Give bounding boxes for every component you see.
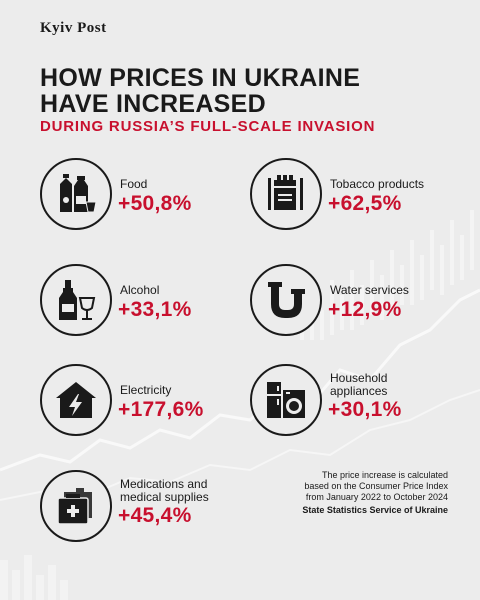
item-label: Tobacco products [330,177,425,191]
item-value: +30,1% [328,398,402,421]
item-value: +12,9% [328,298,402,321]
page-subtitle: DURING RUSSIA’S FULL-SCALE INVASION [40,118,376,135]
house-bolt-icon [56,382,96,418]
item-value: +62,5% [328,192,402,215]
source-credit: State Statistics Service of Ukraine [302,505,448,515]
item-label: Water services [330,283,409,297]
methodology-note: The price increase is calculated based o… [304,470,448,502]
page-title: HOW PRICES IN UKRAINE HAVE INCREASED [40,65,360,117]
bottle-glass-icon [59,280,96,320]
item-label: Food [120,177,148,191]
item-food: Food +50,8% [40,158,260,238]
item-medications: Medications and medical supplies +45,4% [40,470,260,550]
medical-kit-icon [57,488,92,525]
item-label: Alcohol [120,283,160,297]
title-line-2: HAVE INCREASED [40,90,266,118]
item-value: +33,1% [118,298,192,321]
cigarettes-icon [268,175,303,210]
item-value: +177,6% [118,398,204,421]
item-tobacco: Tobacco products +62,5% [250,158,470,238]
item-water: Water services +12,9% [250,264,470,344]
title-line-1: HOW PRICES IN UKRAINE [40,64,361,92]
item-alcohol: Alcohol +33,1% [40,264,260,344]
appliances-icon [267,382,305,418]
item-label: Household appliances [330,371,388,398]
item-label: Electricity [120,383,172,397]
item-value: +50,8% [118,192,192,215]
pipe-icon [268,282,305,318]
brand-logo: Kyiv Post [40,20,107,36]
item-electricity: Electricity +177,6% [40,364,260,444]
item-appliances: Household appliances +30,1% [250,364,470,444]
item-value: +45,4% [118,504,192,527]
food-icon [60,174,97,213]
item-label: Medications and medical supplies [120,477,209,504]
